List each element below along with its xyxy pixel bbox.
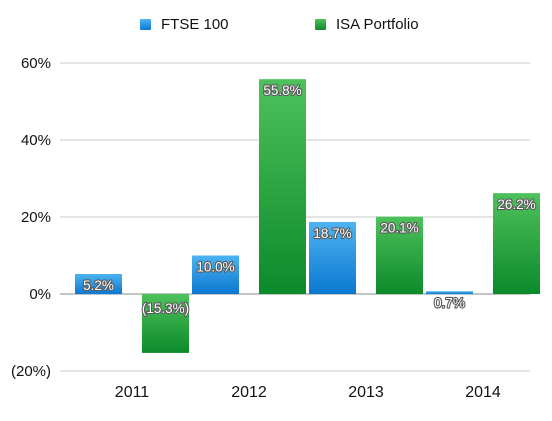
bar-isa-2013 — [376, 216, 423, 294]
x-tick-label: 2011 — [115, 384, 150, 401]
legend-label-ftse: FTSE 100 — [161, 15, 229, 33]
x-tick-label: 2014 — [465, 384, 501, 401]
legend-item-isa: ISA Portfolio — [315, 14, 419, 34]
bar-ftse-2013 — [309, 222, 356, 294]
legend-swatch-ftse — [140, 18, 151, 30]
legend-swatch-isa — [315, 18, 326, 30]
y-tick-label: 60% — [21, 55, 51, 72]
data-label: (15.3%) — [142, 301, 189, 316]
bar-isa-2011 — [142, 294, 189, 353]
data-label: 20.1% — [380, 221, 418, 236]
legend-item-ftse: FTSE 100 — [140, 14, 229, 34]
bars — [75, 79, 540, 353]
data-label: 10.0% — [196, 260, 234, 275]
bar-isa-2014 — [493, 193, 540, 294]
y-tick-label: 40% — [21, 132, 51, 149]
data-label: 26.2% — [497, 197, 535, 212]
data-label: 55.8% — [263, 83, 301, 98]
y-tick-label: 20% — [21, 209, 51, 226]
bar-ftse-2014 — [426, 291, 473, 294]
x-tick-label: 2012 — [231, 384, 267, 401]
y-tick-label: (20%) — [11, 363, 51, 380]
legend-label-isa: ISA Portfolio — [336, 15, 419, 33]
y-tick-label: 0% — [29, 286, 51, 303]
bar-ftse-2012 — [192, 255, 239, 294]
data-label: 5.2% — [83, 278, 114, 293]
bar-isa-2012 — [259, 79, 306, 294]
data-label: 0.7% — [434, 295, 465, 310]
y-axis-ticks: 60% 40% 20% 0% (20%) — [11, 55, 51, 380]
data-label: 18.7% — [313, 226, 351, 241]
bar-ftse-2011 — [75, 273, 122, 294]
x-tick-label: 2013 — [348, 384, 384, 401]
data-labels: 5.2% (15.3%) 10.0% 55.8% 18.7% 20.1% 0.7% 26.2% — [82, 82, 537, 317]
x-axis-ticks: 2011 2012 2013 2014 — [115, 384, 501, 401]
